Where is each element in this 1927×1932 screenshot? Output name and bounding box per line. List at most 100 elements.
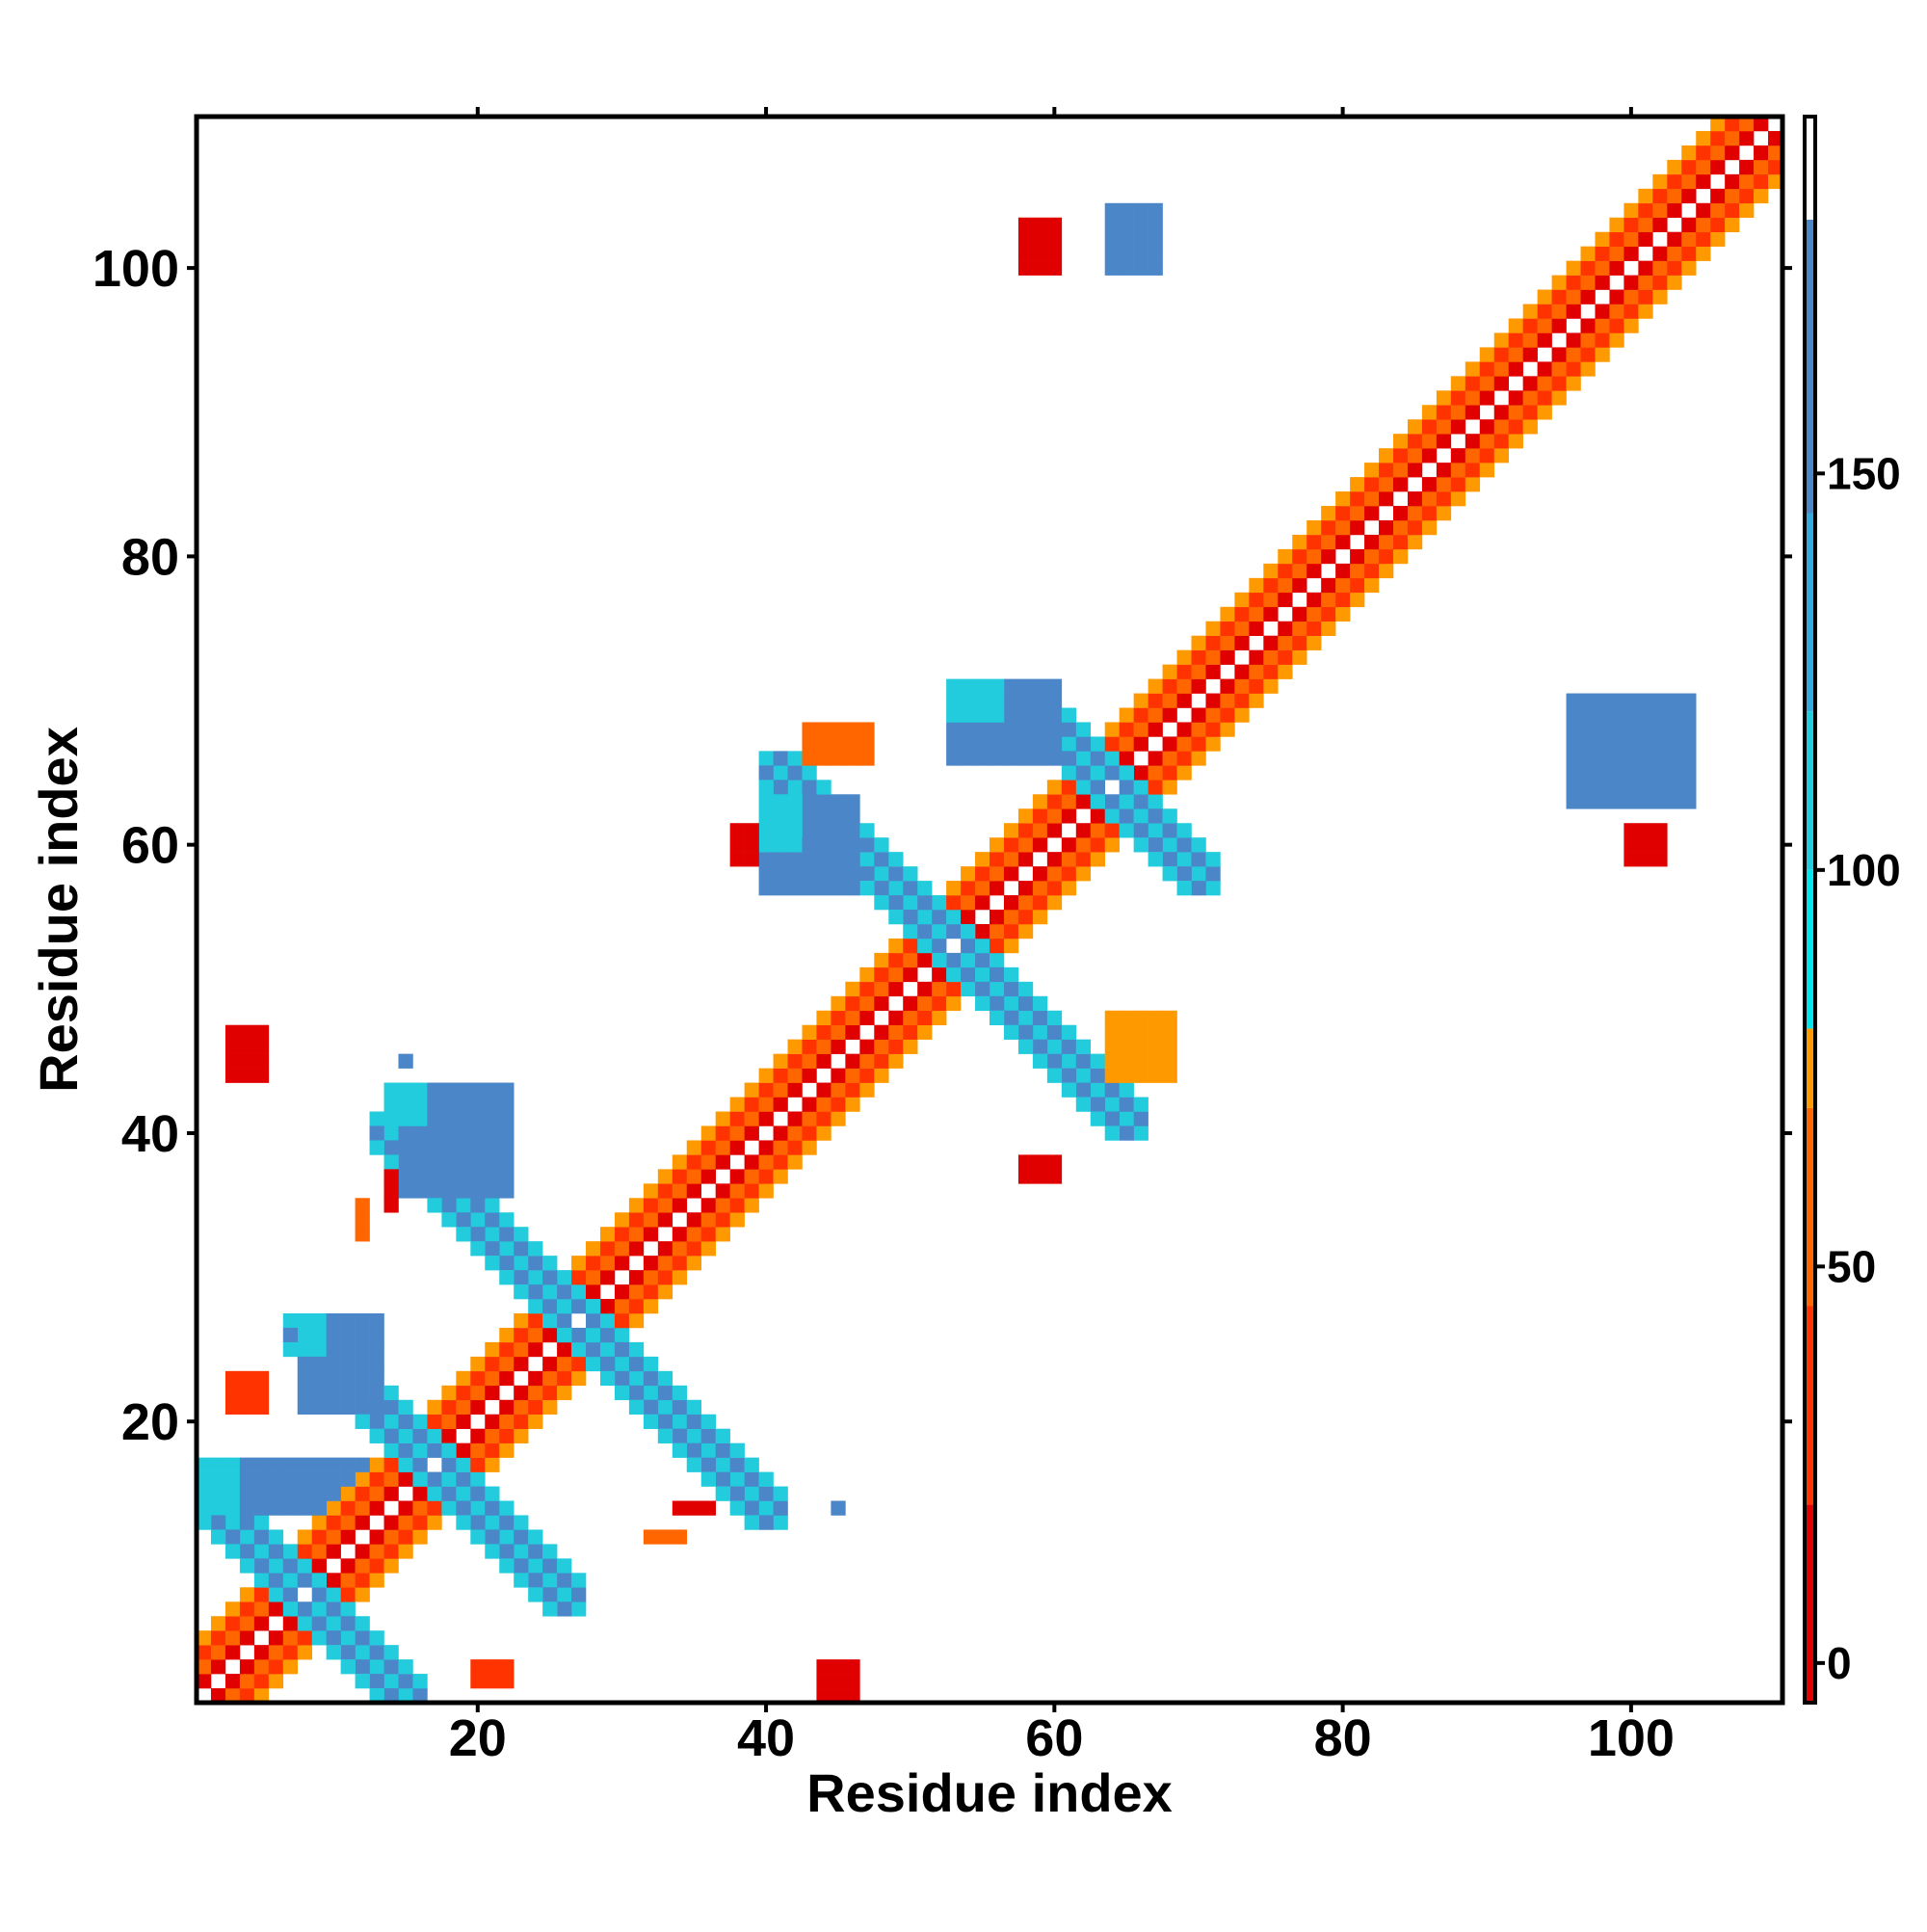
heatmap-cell xyxy=(1017,910,1034,925)
heatmap-cell xyxy=(355,1327,370,1343)
heatmap-cell xyxy=(744,1457,759,1472)
heatmap-cell xyxy=(1162,693,1177,708)
heatmap-cell xyxy=(715,1227,730,1242)
heatmap-cell xyxy=(470,1457,486,1472)
heatmap-cell xyxy=(253,1385,270,1401)
heatmap-cell xyxy=(1017,881,1034,896)
heatmap-cell xyxy=(888,938,904,954)
heatmap-cell xyxy=(197,1486,212,1501)
heatmap-cell xyxy=(1696,246,1711,261)
heatmap-cell xyxy=(1667,693,1682,708)
heatmap-cell xyxy=(528,1587,543,1602)
heatmap-cell xyxy=(802,751,817,766)
heatmap-cell xyxy=(874,952,889,968)
heatmap-cell xyxy=(1307,563,1322,579)
heatmap-cell xyxy=(1046,693,1063,708)
heatmap-cell xyxy=(961,881,976,896)
heatmap-cell xyxy=(700,1471,716,1487)
heatmap-cell xyxy=(946,995,962,1012)
heatmap-cell xyxy=(1278,577,1293,594)
heatmap-cell xyxy=(441,1111,457,1126)
heatmap-cell xyxy=(990,923,1005,940)
heatmap-cell xyxy=(311,1356,327,1372)
heatmap-cell xyxy=(787,881,803,896)
heatmap-cell xyxy=(802,1024,817,1040)
heatmap-cell xyxy=(1421,491,1438,507)
heatmap-cell xyxy=(253,1544,270,1559)
heatmap-cell xyxy=(1061,707,1077,723)
heatmap-cell xyxy=(1119,1111,1134,1126)
heatmap-cell xyxy=(253,1053,270,1069)
heatmap-cell xyxy=(1017,736,1034,752)
heatmap-cell xyxy=(340,1385,356,1401)
heatmap-cell xyxy=(1017,1039,1034,1054)
heatmap-cell xyxy=(1450,477,1466,492)
heatmap-cell xyxy=(470,1471,486,1487)
heatmap-cell xyxy=(557,1299,572,1314)
heatmap-cell xyxy=(1551,275,1567,290)
heatmap-cell xyxy=(888,910,904,925)
heatmap-cell xyxy=(1667,780,1682,795)
heatmap-cell xyxy=(542,1256,558,1271)
heatmap-cell xyxy=(528,1558,543,1574)
heatmap-cell xyxy=(1335,606,1351,622)
heatmap-cell xyxy=(427,1442,442,1458)
heatmap-cell xyxy=(485,1500,500,1516)
heatmap-cell xyxy=(1191,707,1206,723)
heatmap-cell xyxy=(1046,217,1063,233)
heatmap-cell xyxy=(528,1312,543,1329)
heatmap-cell xyxy=(340,1341,356,1358)
heatmap-cell xyxy=(1566,780,1581,795)
heatmap-cell xyxy=(773,1053,788,1069)
heatmap-cell xyxy=(1580,246,1596,261)
heatmap-cell xyxy=(1364,463,1380,478)
heatmap-cell xyxy=(1133,780,1148,795)
heatmap-cell xyxy=(845,751,860,766)
heatmap-cell xyxy=(268,1630,284,1646)
heatmap-cell xyxy=(1090,1097,1106,1112)
heatmap-cell xyxy=(297,1529,313,1545)
heatmap-cell xyxy=(1566,707,1581,723)
heatmap-cell xyxy=(1090,1068,1106,1083)
heatmap-cell xyxy=(816,1688,832,1704)
heatmap-cell xyxy=(1003,910,1019,925)
heatmap-cell xyxy=(1595,693,1610,708)
heatmap-cell xyxy=(1350,491,1365,507)
heatmap-cell xyxy=(1032,794,1048,809)
heatmap-cell xyxy=(514,1529,529,1545)
heatmap-cell xyxy=(816,866,832,882)
heatmap-cell xyxy=(297,1486,313,1501)
heatmap-cell xyxy=(1638,231,1653,247)
heatmap-cell xyxy=(441,1082,457,1098)
heatmap-cell xyxy=(398,1097,413,1112)
heatmap-cell xyxy=(514,1414,529,1429)
heatmap-cell xyxy=(427,1097,442,1112)
heatmap-cell xyxy=(1148,808,1163,824)
heatmap-cell xyxy=(1119,1082,1134,1098)
heatmap-cell xyxy=(1768,130,1783,146)
heatmap-cell xyxy=(758,1515,774,1530)
heatmap-cell xyxy=(311,1370,327,1387)
heatmap-cell xyxy=(340,1573,356,1588)
heatmap-cell xyxy=(1623,751,1639,766)
heatmap-cell xyxy=(1220,649,1235,665)
heatmap-cell xyxy=(1148,780,1163,795)
heatmap-cell xyxy=(1739,130,1755,146)
heatmap-cell xyxy=(1234,664,1250,679)
heatmap-cell xyxy=(485,1227,500,1242)
heatmap-cell xyxy=(859,1010,875,1026)
heatmap-cell xyxy=(1350,519,1365,536)
heatmap-cell xyxy=(1133,1024,1148,1040)
heatmap-cell xyxy=(1350,548,1365,565)
heatmap-cell xyxy=(340,1399,356,1416)
heatmap-cell xyxy=(1379,491,1394,507)
heatmap-cell xyxy=(917,1010,933,1026)
heatmap-cell xyxy=(599,1356,616,1372)
heatmap-cell xyxy=(485,1486,500,1501)
heatmap-cell xyxy=(586,1356,601,1372)
heatmap-cell xyxy=(1652,260,1668,276)
heatmap-cell xyxy=(1465,361,1481,377)
heatmap-cell xyxy=(1191,751,1206,766)
heatmap-cell xyxy=(1638,693,1653,708)
heatmap-cell xyxy=(672,1169,688,1184)
